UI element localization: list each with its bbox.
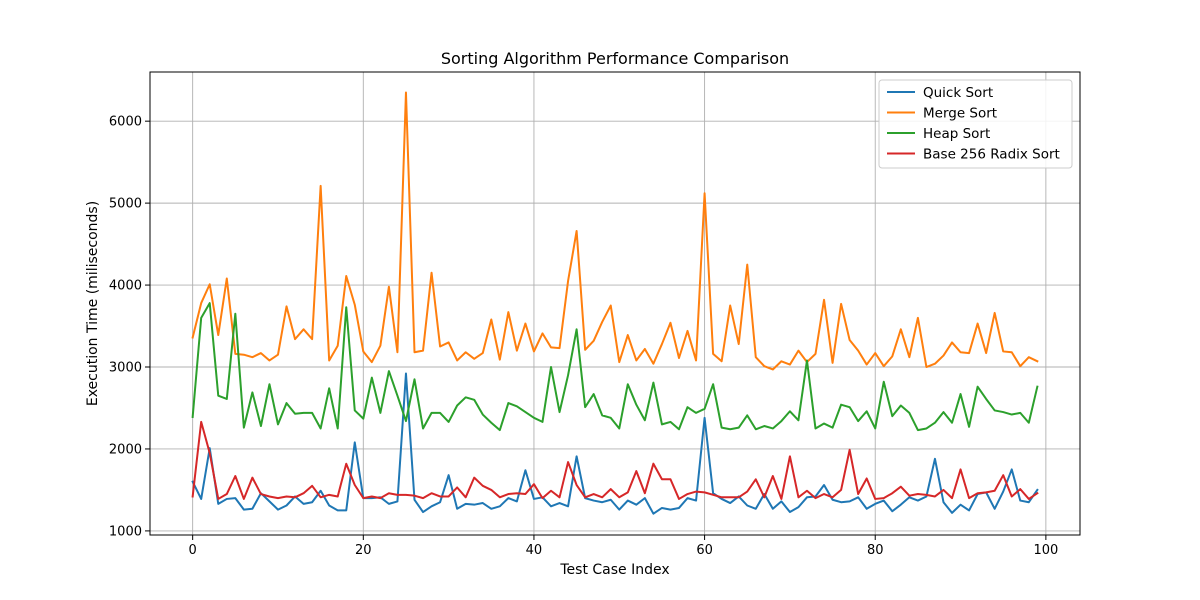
x-tick-label: 60	[696, 543, 713, 558]
y-tick-label: 3000	[109, 361, 142, 376]
series-line-merge-sort	[191, 91, 1039, 371]
y-axis-title: Execution Time (miliseconds)	[85, 201, 101, 406]
y-tick-label: 4000	[109, 279, 142, 294]
legend-label-merge-sort: Merge Sort	[923, 106, 997, 122]
ticks: 0 20 40 60 80 100 1000 2000 3000 4000 5000 6000	[109, 115, 1058, 558]
series-line-quick-sort	[191, 372, 1039, 515]
series-line-heap-sort	[191, 302, 1039, 432]
legend-box	[878, 79, 1073, 169]
y-tick-label: 6000	[109, 115, 142, 130]
series-lines	[191, 91, 1039, 515]
x-tick-label: 20	[355, 543, 372, 558]
x-tick-label: 40	[526, 543, 543, 558]
x-tick-label: 80	[867, 543, 884, 558]
legend-label-quick-sort: Quick Sort	[923, 85, 993, 101]
x-tick-label: 0	[189, 543, 197, 558]
y-tick-label: 2000	[109, 442, 142, 457]
legend: Quick Sort Merge Sort Heap Sort Base 256 Ra…	[878, 79, 1073, 169]
series-line-base-256-radix-sort	[191, 420, 1039, 500]
y-tick-label: 5000	[109, 197, 142, 212]
chart-title: Sorting Algorithm Performance Comparison	[441, 49, 789, 68]
grid	[150, 72, 1080, 535]
legend-label-heap-sort: Heap Sort	[923, 126, 990, 142]
y-tick-label: 1000	[109, 524, 142, 539]
plot-frame	[149, 71, 1081, 536]
x-tick-label: 100	[1033, 543, 1058, 558]
x-axis-title: Test Case Index	[559, 562, 669, 578]
legend-label-base-256-radix-sort: Base 256 Radix Sort	[923, 147, 1060, 163]
